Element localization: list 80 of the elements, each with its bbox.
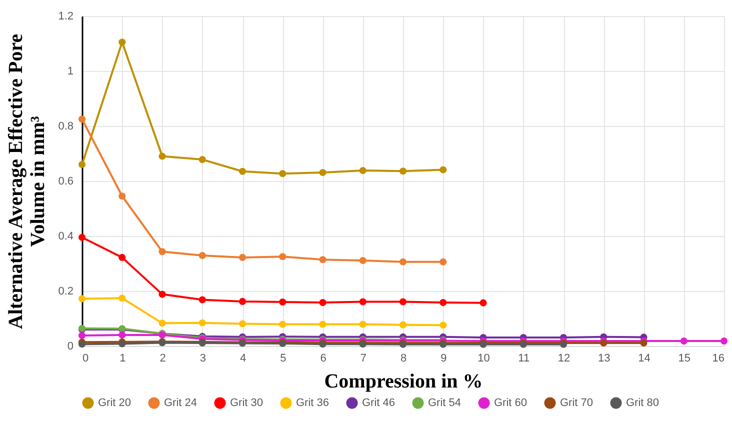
- x-tick-label: 13: [598, 352, 610, 364]
- point: [78, 160, 86, 168]
- y-axis-title: Alternative Average Effective Pore Volume in mm³: [5, 34, 50, 330]
- legend-label: Grit 80: [626, 397, 660, 409]
- x-tick-label: 6: [320, 352, 326, 364]
- point: [359, 320, 366, 328]
- x-tick-label: 16: [712, 352, 724, 364]
- point: [720, 338, 728, 345]
- x-tick-label: 4: [240, 352, 246, 364]
- point: [680, 338, 688, 345]
- x-tick-label: 0: [82, 352, 89, 364]
- point: [440, 299, 447, 306]
- point: [198, 252, 206, 260]
- point: [78, 234, 86, 241]
- point: [198, 296, 206, 304]
- x-tick-label: 5: [280, 352, 286, 364]
- point: [118, 331, 126, 339]
- x-tick-label: 10: [478, 352, 490, 364]
- x-tick-label: 7: [360, 352, 366, 364]
- y-tick-label: 0.2: [58, 286, 74, 298]
- x-tick-label: 12: [558, 352, 570, 364]
- point: [319, 256, 326, 264]
- point: [440, 166, 447, 174]
- point: [78, 332, 86, 340]
- legend-label: Grit 46: [362, 397, 396, 409]
- legend-label: Grit 24: [164, 397, 198, 409]
- point: [198, 319, 206, 326]
- point: [158, 290, 166, 298]
- point: [279, 170, 286, 178]
- x-tick-label: 14: [638, 352, 650, 364]
- point: [359, 298, 366, 306]
- x-tick-label: 9: [440, 352, 447, 364]
- point: [118, 254, 126, 261]
- x-tick-label: 3: [200, 352, 206, 364]
- legend-label: Grit 60: [494, 397, 528, 409]
- x-tick-label: 15: [678, 352, 690, 364]
- legend-label: Grit 54: [428, 397, 462, 409]
- y-tick-label: 0.8: [58, 120, 74, 132]
- point: [279, 320, 286, 328]
- point: [359, 167, 366, 174]
- point: [399, 168, 407, 175]
- point: [319, 299, 326, 306]
- point: [440, 258, 447, 266]
- point: [78, 295, 86, 302]
- point: [158, 152, 166, 160]
- legend-label: Grit 36: [296, 397, 330, 409]
- point: [399, 321, 407, 328]
- point: [359, 256, 366, 264]
- y-tick-label: 0: [67, 340, 74, 352]
- point: [399, 258, 407, 266]
- x-tick-label: 2: [160, 352, 166, 364]
- x-tick-label: 11: [518, 352, 530, 364]
- x-axis-title: Compression in %: [324, 370, 483, 392]
- point: [279, 253, 286, 260]
- point: [279, 298, 286, 306]
- legend-label: Grit 70: [560, 397, 594, 409]
- y-tick-label: 0.4: [58, 230, 74, 242]
- legend-label: Grit 20: [98, 397, 132, 409]
- point: [118, 38, 126, 46]
- point: [78, 116, 86, 123]
- point: [238, 254, 246, 261]
- point: [198, 156, 206, 164]
- y-tick-label: 1.2: [58, 10, 74, 22]
- point: [118, 192, 126, 200]
- point: [118, 294, 126, 302]
- y-tick-label: 0.6: [58, 176, 74, 188]
- point: [399, 298, 407, 306]
- point: [440, 322, 447, 329]
- x-tick-label: 1: [120, 352, 126, 364]
- x-tick-label: 8: [400, 352, 407, 364]
- point: [480, 299, 487, 306]
- point: [238, 168, 246, 175]
- point: [238, 298, 246, 305]
- point: [158, 248, 166, 256]
- point: [158, 320, 166, 327]
- legend-label: Grit 30: [230, 397, 264, 409]
- point: [319, 168, 326, 176]
- point: [319, 320, 326, 328]
- point: [238, 320, 246, 328]
- y-tick-label: 1: [67, 66, 74, 78]
